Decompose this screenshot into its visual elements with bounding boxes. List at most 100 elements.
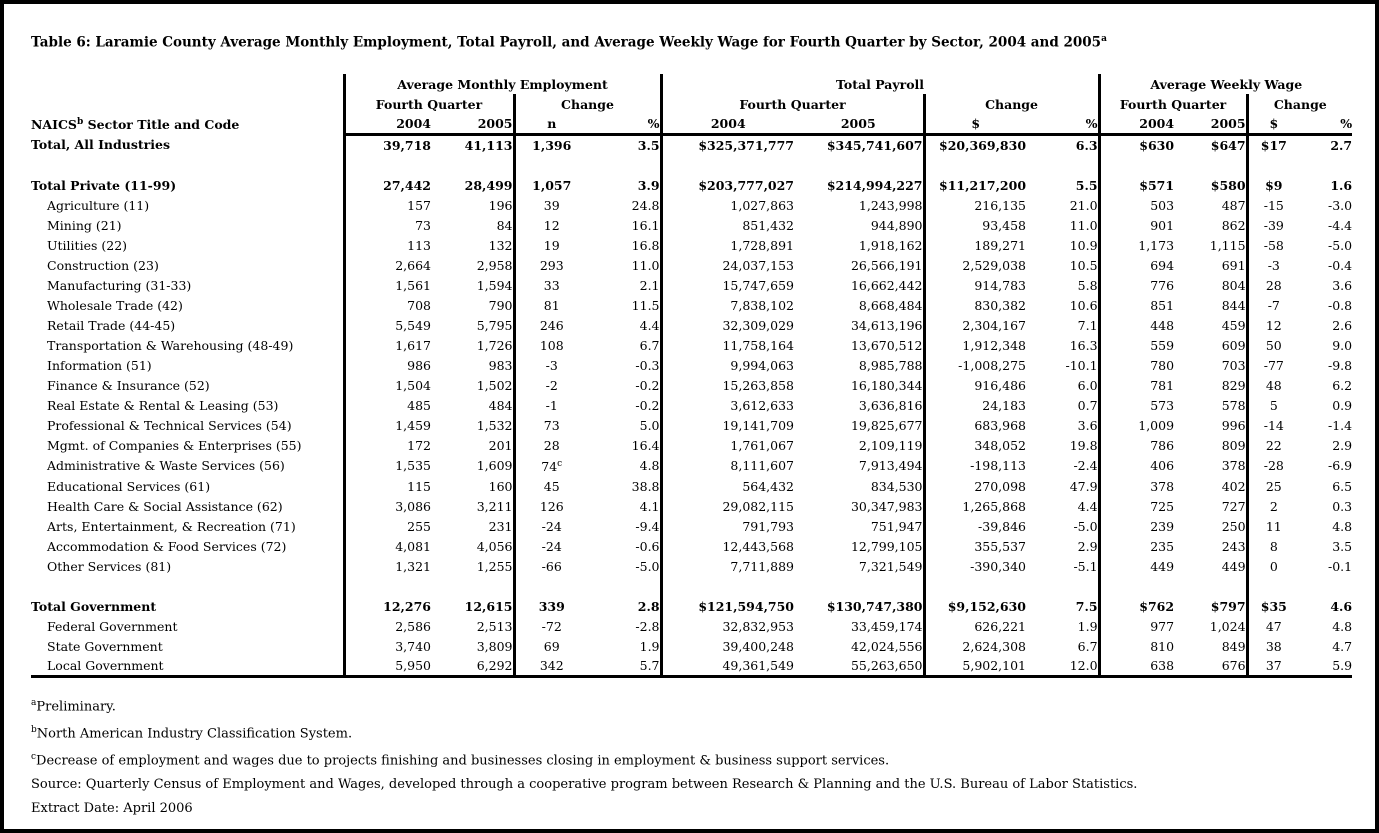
value-cell: 84	[496, 217, 513, 233]
value-cell: 196	[488, 197, 513, 213]
value-cell: 977	[1097, 616, 1175, 637]
value-cell: $121,594,750	[659, 596, 795, 617]
value-cell: 2,664	[342, 255, 431, 275]
value-cell: -66	[512, 556, 588, 577]
value-cell: 7,321,549	[858, 558, 923, 574]
table-row: Mgmt. of Companies & Enterprises (55) 172…	[31, 435, 1352, 455]
employment-payroll-wage-table: NAICSb Sector Title and Code Average Mon…	[31, 74, 1353, 679]
value-cell: 1,561	[342, 275, 431, 295]
value-cell: 235	[1097, 536, 1175, 557]
value-cell: 4.8	[1332, 618, 1353, 634]
value-cell: 780	[1097, 355, 1175, 375]
value-cell: -7	[1245, 295, 1300, 315]
value-cell: 255	[342, 516, 431, 537]
value-cell: 29,082,115	[659, 496, 795, 517]
table-row: Real Estate & Rental & Leasing (53) 485 48…	[31, 395, 1352, 415]
value-cell: 1,594	[476, 277, 513, 293]
value-cell: $35	[1245, 596, 1300, 617]
value-cell: 33,459,174	[850, 618, 923, 634]
value-cell: -6.9	[1327, 458, 1353, 474]
value-cell: 19.8	[1069, 437, 1098, 453]
value-cell: 2,529,038	[922, 255, 1027, 275]
sector-cell: Construction (23)	[47, 257, 159, 273]
value-cell: -15	[1245, 195, 1300, 215]
value-cell: 12,276	[342, 596, 431, 617]
value-cell: 1,024	[1209, 618, 1246, 634]
value-cell: 24,183	[922, 395, 1027, 415]
value-cell: 2,958	[476, 257, 513, 273]
value-cell: -3	[1245, 255, 1300, 275]
value-cell: 503	[1097, 195, 1175, 215]
value-cell: 73	[512, 415, 588, 435]
value-cell: -28	[1245, 455, 1300, 477]
value-cell: 26,566,191	[850, 257, 923, 273]
value-cell: 9,994,063	[659, 355, 795, 375]
value-cell: 16.4	[631, 437, 660, 453]
value-cell: 11.5	[631, 297, 660, 313]
value-cell: -198,113	[922, 455, 1027, 477]
value-cell: 16,662,442	[850, 277, 923, 293]
column-header-row: 2004 2005 n % 2004 2005 $ % 2004 2005 $ …	[31, 114, 1353, 136]
value-cell: 8,985,788	[858, 357, 923, 373]
value-cell: 5.5	[1075, 177, 1098, 193]
value-cell: -0.8	[1327, 297, 1353, 313]
value-cell: 402	[1221, 478, 1246, 494]
value-cell: 5.8	[1077, 277, 1098, 293]
wage-quarter-header: Fourth Quarter	[1097, 94, 1248, 114]
value-cell: 7,838,102	[659, 295, 795, 315]
value-cell: 804	[1221, 277, 1246, 293]
value-cell: 1,918,162	[858, 237, 923, 253]
sector-cell: Federal Government	[47, 618, 178, 634]
page-title-text: Table 6: Laramie County Average Monthly …	[31, 34, 1102, 51]
sector-header-suffix: Sector Title and Code	[83, 117, 240, 133]
sector-header-footnote-marker: b	[76, 117, 84, 128]
value-cell: 1,265,868	[922, 496, 1027, 517]
value-cell: $214,994,227	[826, 177, 923, 193]
value-cell: 986	[342, 355, 431, 375]
value-cell: 1,396	[512, 134, 588, 155]
value-cell	[1026, 576, 1099, 596]
value-cell: 790	[488, 297, 513, 313]
value-cell: 1,726	[476, 337, 513, 353]
value-cell: 834,530	[870, 478, 923, 494]
value-cell: 4.8	[1332, 518, 1353, 534]
value-cell: 34,613,196	[850, 317, 923, 333]
value-cell: 6.0	[1077, 377, 1098, 393]
value-cell: 1,009	[1097, 415, 1175, 435]
value-cell	[431, 576, 514, 596]
value-cell: -390,340	[922, 556, 1027, 577]
value-cell: 5	[1245, 395, 1300, 415]
value-cell: 638	[1097, 656, 1175, 679]
sector-cell: Professional & Technical Services (54)	[47, 417, 292, 433]
value-cell: 487	[1221, 197, 1246, 213]
footnote: Source: Quarterly Census of Employment a…	[31, 777, 1138, 793]
value-cell: 126	[512, 496, 588, 517]
sector-cell: Other Services (81)	[47, 558, 172, 574]
value-cell: 703	[1221, 357, 1246, 373]
sector-cell: Wholesale Trade (42)	[47, 297, 183, 313]
value-cell: 19,825,677	[850, 417, 923, 433]
value-cell: 4.7	[1332, 638, 1353, 654]
value-cell: 7.1	[1077, 317, 1098, 333]
footnote-marker: c	[31, 752, 37, 763]
value-cell: 45	[512, 476, 588, 497]
col-header-pay-pct: %	[1026, 114, 1100, 136]
col-header-wage-pct: %	[1299, 114, 1353, 136]
col-header-wage-2005: 2005	[1174, 114, 1248, 136]
value-cell: 727	[1221, 498, 1246, 514]
value-cell: 15,747,659	[659, 275, 795, 295]
value-cell: 1,243,998	[858, 197, 923, 213]
col-header-pay-2004: 2004	[659, 114, 795, 136]
value-cell: 348,052	[922, 435, 1027, 455]
table-row: Other Services (81) 1,321 1,255 -66 -5.0 7,71…	[31, 556, 1352, 577]
value-cell: 4.6	[1330, 598, 1353, 614]
value-cell: 7.5	[1075, 598, 1098, 614]
sector-cell: Total, All Industries	[31, 137, 170, 153]
value-cell: 246	[512, 315, 588, 335]
value-cell	[794, 576, 924, 596]
value-cell	[512, 576, 588, 597]
value-cell: 73	[342, 215, 431, 235]
value-cell: 0.7	[1077, 397, 1098, 413]
value-cell: $647	[1210, 138, 1246, 153]
